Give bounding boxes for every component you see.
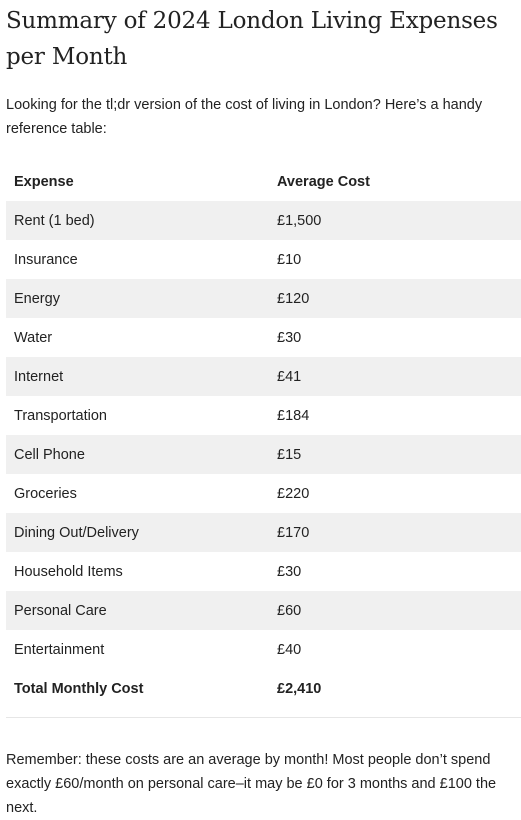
table-row: Groceries £220 (6, 474, 521, 513)
table-row: Dining Out/Delivery £170 (6, 513, 521, 552)
cost-cell: £30 (277, 563, 302, 580)
expense-cell: Dining Out/Delivery (6, 513, 269, 552)
table-row: Rent (1 bed) £1,500 (6, 201, 521, 240)
reminder-note: Remember: these costs are an average by … (6, 752, 497, 816)
table-row: Insurance £10 (6, 240, 521, 279)
header-expense: Expense (14, 173, 74, 190)
cost-cell: £41 (269, 357, 521, 396)
expense-cell: Insurance (14, 251, 78, 268)
page-title: Summary of 2024 London Living Expenses p… (6, 8, 498, 70)
expense-cell: Entertainment (14, 641, 105, 658)
expenses-table: Expense Average Cost Rent (1 bed) £1,500… (6, 162, 521, 708)
section-divider (6, 717, 521, 718)
table-row: Entertainment £40 (6, 630, 521, 669)
cost-cell: £30 (277, 329, 302, 346)
table-row: Water £30 (6, 318, 521, 357)
header-average-cost: Average Cost (277, 173, 370, 190)
table-header-row: Expense Average Cost (6, 162, 521, 201)
table-row: Personal Care £60 (6, 591, 521, 630)
table-row: Cell Phone £15 (6, 435, 521, 474)
expense-cell: Groceries (14, 485, 77, 502)
expense-cell: Transportation (14, 407, 107, 424)
cost-cell: £10 (277, 251, 302, 268)
total-value: £2,410 (277, 680, 322, 697)
expense-cell: Household Items (14, 563, 123, 580)
expense-cell: Rent (1 bed) (6, 201, 269, 240)
expense-cell: Cell Phone (6, 435, 269, 474)
expense-cell: Personal Care (6, 591, 269, 630)
cost-cell: £60 (269, 591, 521, 630)
cost-cell: £184 (277, 407, 310, 424)
table-row: Energy £120 (6, 279, 521, 318)
total-label: Total Monthly Cost (14, 680, 144, 697)
table-row: Transportation £184 (6, 396, 521, 435)
cost-cell: £40 (277, 641, 302, 658)
cost-cell: £15 (269, 435, 521, 474)
cost-cell: £170 (269, 513, 521, 552)
cost-cell: £220 (277, 485, 310, 502)
table-row: Household Items £30 (6, 552, 521, 591)
expense-cell: Water (14, 329, 53, 346)
cost-cell: £120 (269, 279, 521, 318)
table-row: Internet £41 (6, 357, 521, 396)
cost-cell: £1,500 (269, 201, 521, 240)
expense-cell: Internet (6, 357, 269, 396)
total-row: Total Monthly Cost £2,410 (6, 669, 521, 708)
intro-paragraph: Looking for the tl;dr version of the cos… (6, 97, 483, 137)
expense-cell: Energy (6, 279, 269, 318)
